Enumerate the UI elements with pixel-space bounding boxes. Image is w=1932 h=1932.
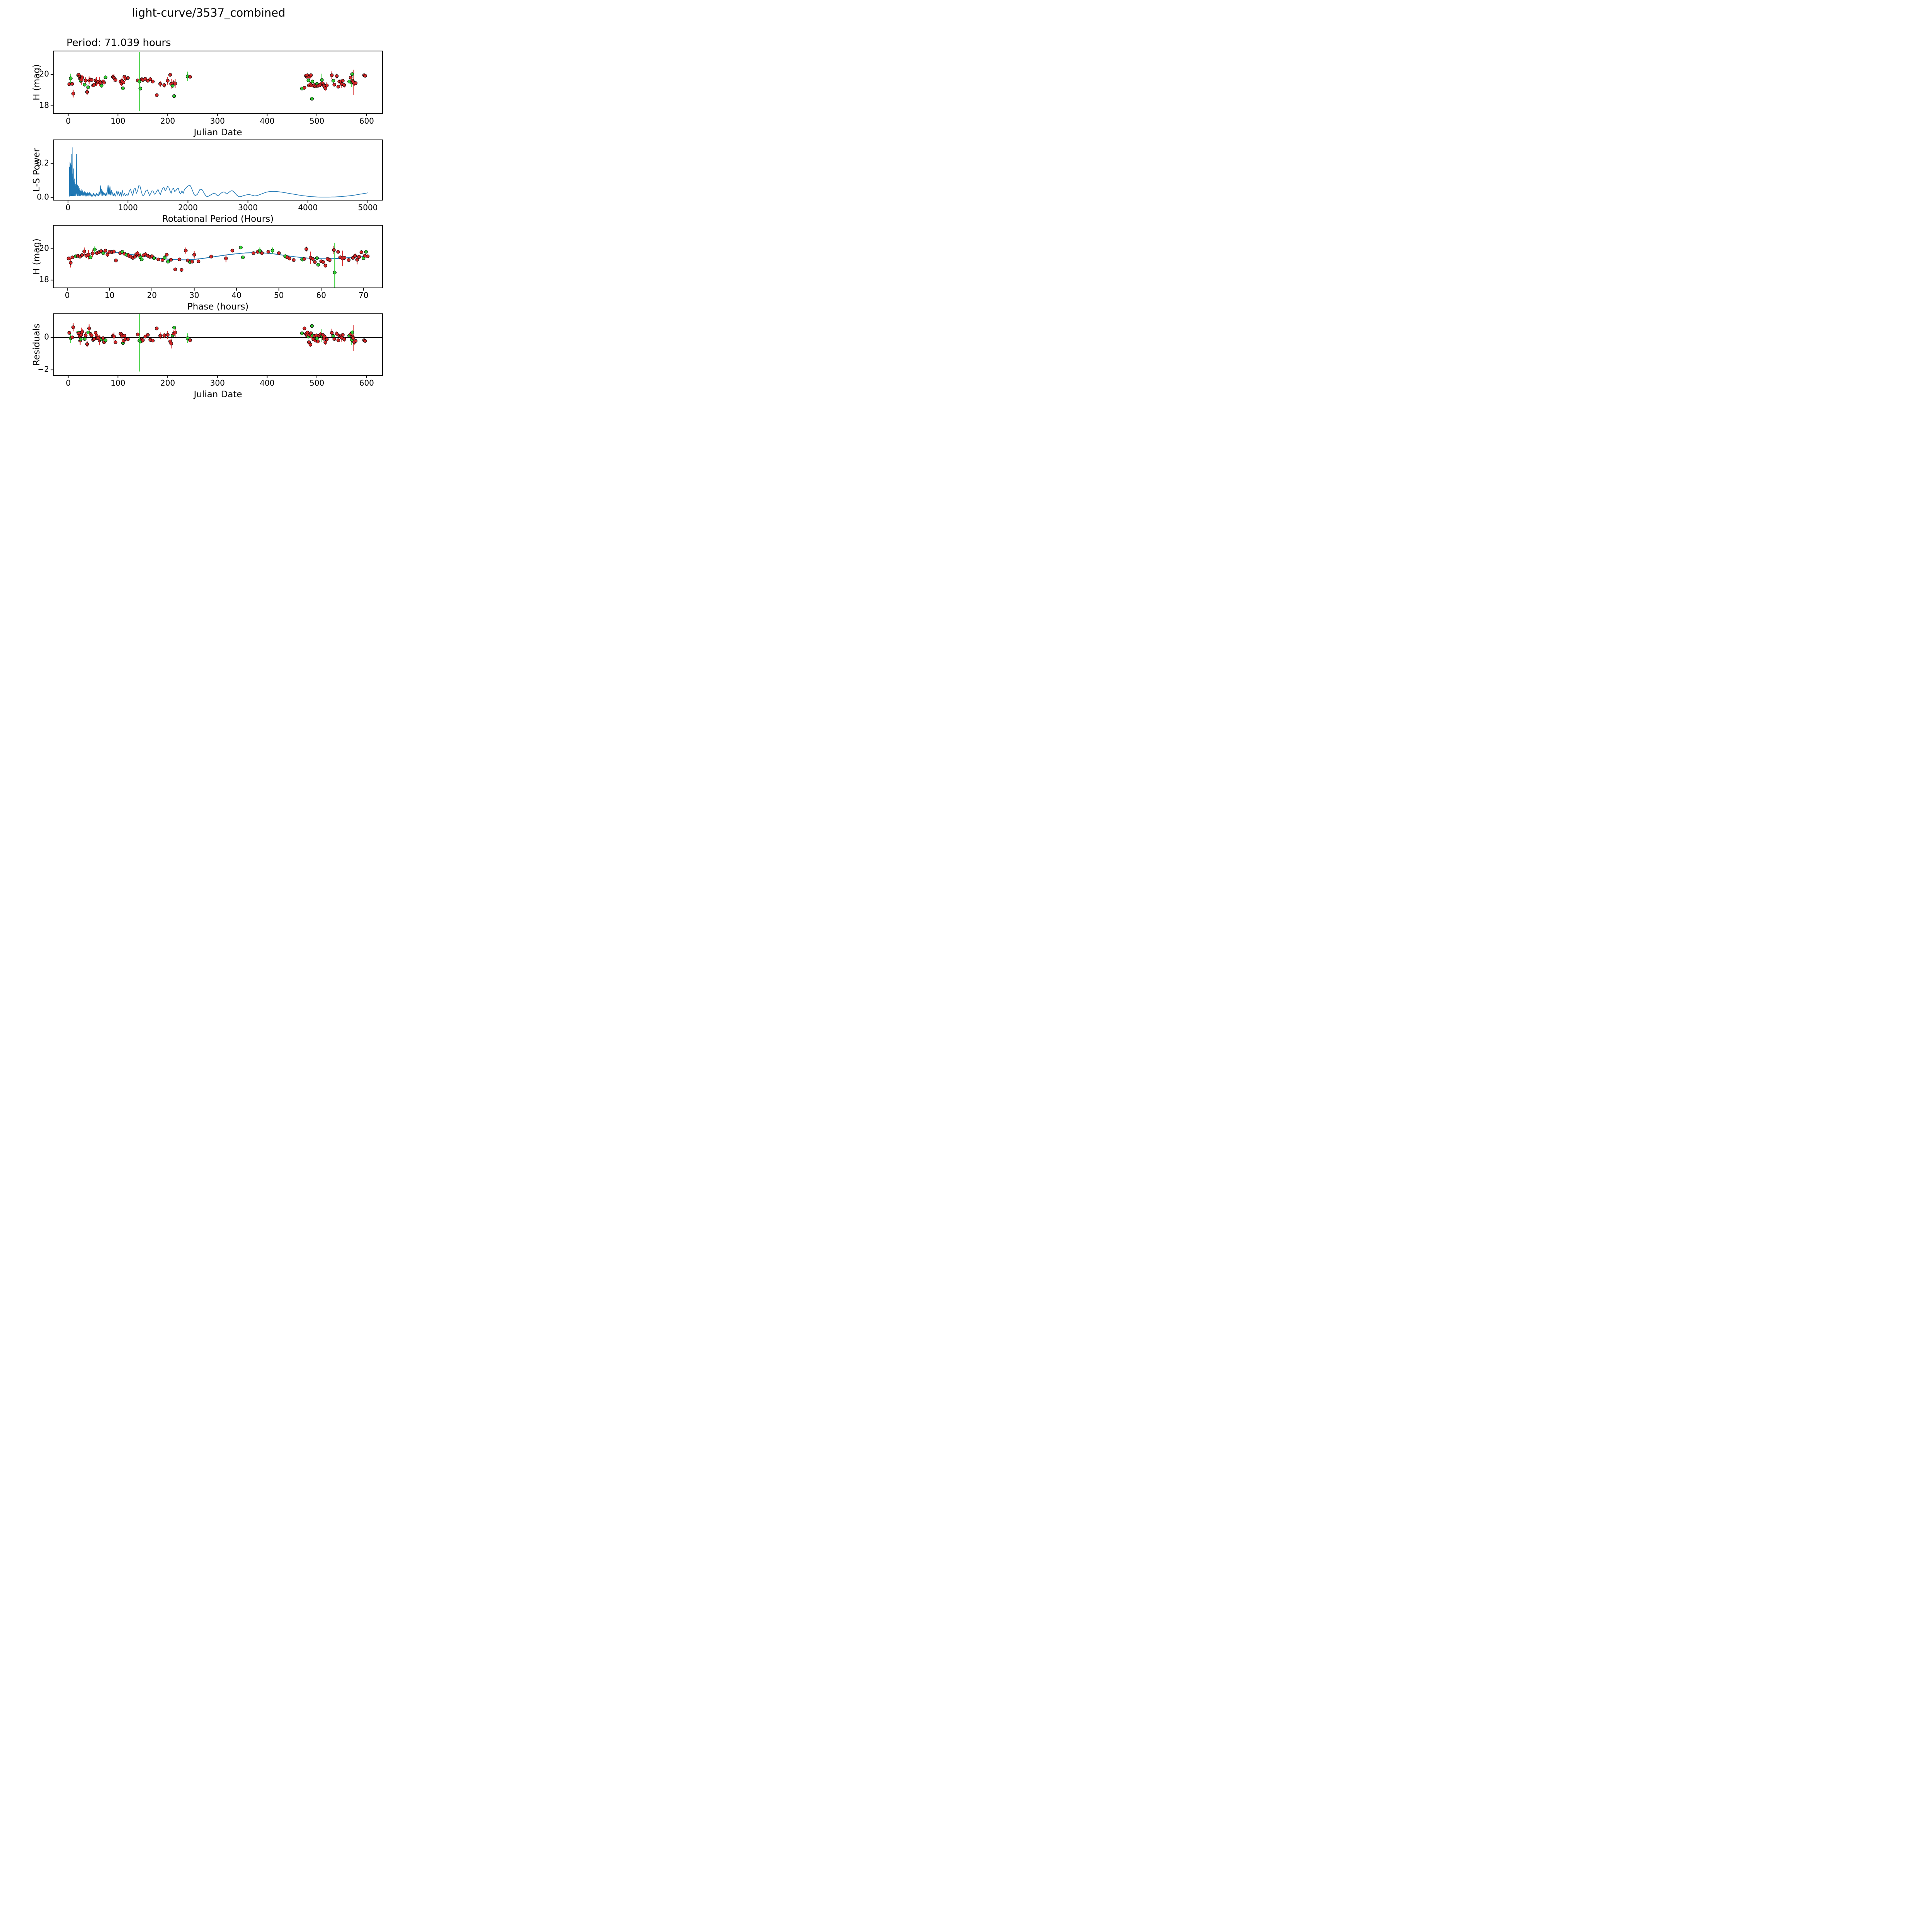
- xlabel-phase-hours: Phase (hours): [187, 302, 249, 312]
- xlabel-julian-date-1: Julian Date: [194, 128, 242, 138]
- ylabel-ls-power: L-S Power: [32, 148, 42, 192]
- ylabel-h-mag-2: H (mag): [32, 238, 42, 275]
- period-annotation: Period: 71.039 hours: [66, 37, 171, 49]
- plots-canvas: [0, 0, 417, 417]
- xlabel-julian-date-2: Julian Date: [194, 389, 242, 400]
- figure-title: light-curve/3537_combined: [132, 6, 286, 19]
- xlabel-rotational-period: Rotational Period (Hours): [162, 214, 274, 224]
- ylabel-h-mag-1: H (mag): [32, 64, 42, 100]
- light-curve-figure: light-curve/3537_combined Period: 71.039…: [0, 0, 417, 417]
- ylabel-residuals: Residuals: [32, 323, 42, 366]
